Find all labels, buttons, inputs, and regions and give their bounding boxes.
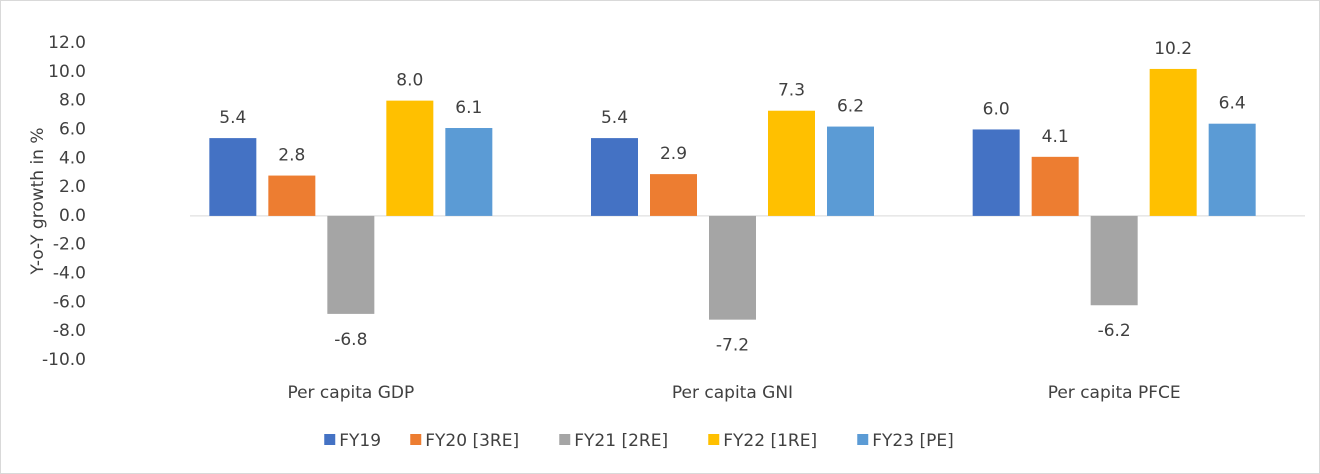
legend-label: FY19 (339, 431, 381, 451)
bar (386, 100, 434, 216)
y-tick-label: 12.0 (48, 33, 86, 53)
bar (650, 174, 697, 216)
y-tick-label: 8.0 (59, 91, 86, 111)
legend-swatch (708, 434, 720, 445)
data-label: 5.4 (601, 108, 628, 128)
bar (268, 175, 316, 216)
data-label: 7.3 (778, 81, 805, 101)
data-label: 6.4 (1219, 94, 1246, 114)
data-label: 10.2 (1154, 39, 1192, 59)
legend-swatch (559, 434, 571, 445)
bar (768, 110, 815, 216)
x-tick-label: Per capita PFCE (1048, 383, 1181, 403)
legend-label: FY21 [2RE] (574, 431, 668, 451)
y-tick-label: 4.0 (59, 148, 86, 168)
bar (209, 138, 257, 216)
legend-swatch (410, 434, 422, 445)
bar (1208, 123, 1256, 216)
data-label: 6.2 (837, 97, 864, 117)
legend-swatch (324, 434, 336, 445)
bar (327, 215, 375, 314)
x-tick-label: Per capita GNI (672, 383, 793, 403)
data-label: 8.0 (396, 71, 423, 91)
y-tick-label: 0.0 (59, 206, 86, 226)
bar (1149, 68, 1197, 216)
y-tick-label: 6.0 (59, 119, 86, 139)
bar (591, 138, 638, 216)
y-tick-label: -2.0 (53, 235, 86, 255)
bar (1031, 156, 1079, 216)
data-label: 2.9 (660, 144, 687, 164)
y-tick-label: 2.0 (59, 177, 86, 197)
data-label: -7.2 (716, 336, 749, 356)
legend-label: FY22 [1RE] (723, 431, 817, 451)
data-label: 2.8 (278, 146, 305, 166)
data-label: 5.4 (219, 108, 246, 128)
bar (827, 126, 874, 216)
y-tick-label: -4.0 (53, 264, 86, 284)
bar (1090, 215, 1138, 306)
data-label: 4.1 (1042, 127, 1069, 147)
data-label: 6.0 (983, 99, 1010, 119)
x-tick-label: Per capita GDP (287, 383, 414, 403)
bar (972, 129, 1020, 216)
legend-label: FY20 [3RE] (425, 431, 519, 451)
data-label: 6.1 (455, 98, 482, 118)
y-tick-label: -6.0 (53, 292, 86, 312)
data-label: -6.2 (1098, 321, 1131, 341)
legend-swatch (857, 434, 869, 445)
legend-label: FY23 [PE] (872, 431, 953, 451)
y-axis-label: Y-o-Y growth in % (28, 127, 48, 275)
y-tick-label: -8.0 (53, 321, 86, 341)
bar (445, 128, 493, 216)
bar (709, 215, 756, 320)
y-tick-label: -10.0 (42, 350, 86, 370)
data-label: -6.8 (334, 330, 367, 350)
y-tick-label: 10.0 (48, 62, 86, 82)
